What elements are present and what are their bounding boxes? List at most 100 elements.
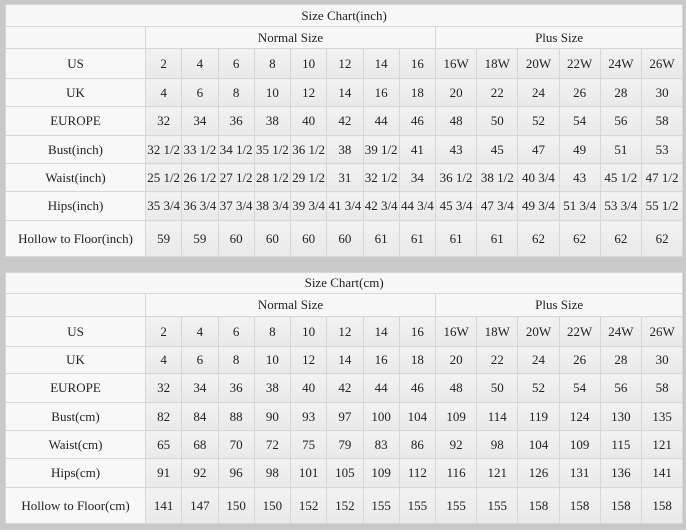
size-value-cell: 116 [434,458,478,488]
size-value-cell: 16 [398,316,437,347]
size-value-cell: 70 [217,430,255,459]
size-value-cell: 119 [517,402,560,431]
size-value-cell: 28 [599,346,642,374]
size-value-cell: 152 [326,487,364,524]
size-value-cell: 26W [640,48,684,79]
blank-cell [5,293,146,317]
row-label: US [5,316,146,347]
size-value-cell: 47 1/2 [640,163,684,192]
size-value-cell: 126 [517,458,560,488]
size-value-cell: 131 [558,458,601,488]
size-value-cell: 59 [181,220,219,257]
size-value-cell: 45 1/2 [599,163,642,192]
size-value-cell: 30 [640,78,684,107]
size-value-cell: 92 [434,430,478,459]
table-row: Hips(inch) 35 3/4 36 3/4 37 3/4 38 3/4 39 3/4… [5,191,684,221]
size-value-cell: 48 [434,106,478,136]
size-value-cell: 130 [599,402,642,431]
row-label: US [5,48,146,79]
size-value-cell: 12 [326,316,364,347]
size-value-cell: 58 [640,106,684,136]
size-value-cell: 14 [326,346,364,374]
size-value-cell: 124 [558,402,601,431]
size-value-cell: 10 [289,48,328,79]
table-row: Hollow to Floor(inch) 59 59 60 60 60 60 61 61 61 6… [5,220,684,257]
size-value-cell: 51 3/4 [558,191,601,221]
size-value-cell: 14 [362,316,400,347]
size-value-cell: 141 [144,487,183,524]
row-label: UK [5,346,146,374]
size-value-cell: 98 [476,430,519,459]
size-value-cell: 27 1/2 [217,163,255,192]
size-value-cell: 22 [476,346,519,374]
size-value-cell: 45 3/4 [434,191,478,221]
plus-size-header: Plus Size [434,293,684,317]
size-value-cell: 44 3/4 [398,191,437,221]
size-value-cell: 18W [476,316,519,347]
size-value-cell: 30 [640,346,684,374]
row-label: Hollow to Floor(cm) [5,487,146,524]
size-value-cell: 35 3/4 [144,191,183,221]
size-value-cell: 46 [398,106,437,136]
size-value-cell: 6 [181,346,219,374]
size-value-cell: 10 [253,346,292,374]
size-value-cell: 6 [181,78,219,107]
size-value-cell: 54 [558,106,601,136]
size-value-cell: 22W [558,316,601,347]
row-label: UK [5,78,146,107]
size-value-cell: 50 [476,373,519,403]
size-value-cell: 58 [640,373,684,403]
group-header-row: Normal Size Plus Size [5,26,684,49]
size-value-cell: 51 [599,135,642,164]
size-value-cell: 155 [434,487,478,524]
size-value-cell: 36 [217,106,255,136]
size-value-cell: 33 1/2 [181,135,219,164]
table-row: UK 4 6 8 10 12 14 16 18 20 22 24 26 28 30 [5,346,684,374]
table-row: US 2 4 6 8 10 12 14 16 16W 18W 20W 22W 24W 26W [5,316,684,347]
table-row: Bust(cm) 82 84 88 90 93 97 100 104 109 114 119 124 13… [5,402,684,431]
size-value-cell: 36 1/2 [434,163,478,192]
size-value-cell: 44 [362,373,400,403]
size-value-cell: 62 [558,220,601,257]
size-value-cell: 16 [398,48,437,79]
size-value-cell: 38 [326,135,364,164]
row-label: Hips(inch) [5,191,146,221]
size-value-cell: 114 [476,402,519,431]
size-value-cell: 24W [599,48,642,79]
size-value-cell: 12 [289,78,328,107]
row-label: Waist(cm) [5,430,146,459]
size-value-cell: 62 [517,220,560,257]
size-value-cell: 65 [144,430,183,459]
size-value-cell: 38 1/2 [476,163,519,192]
size-value-cell: 82 [144,402,183,431]
size-value-cell: 39 3/4 [289,191,328,221]
size-value-cell: 36 3/4 [181,191,219,221]
size-value-cell: 155 [362,487,400,524]
size-value-cell: 8 [217,78,255,107]
plus-size-header: Plus Size [434,26,684,49]
size-value-cell: 20 [434,346,478,374]
size-value-cell: 6 [217,316,255,347]
size-value-cell: 40 3/4 [517,163,560,192]
size-value-cell: 79 [326,430,364,459]
size-value-cell: 32 1/2 [144,135,183,164]
size-value-cell: 38 3/4 [253,191,292,221]
size-value-cell: 91 [144,458,183,488]
size-value-cell: 10 [253,78,292,107]
size-value-cell: 36 1/2 [289,135,328,164]
table-row: EUROPE 32 34 36 38 40 42 44 46 48 50 52 54 56 58 [5,373,684,403]
size-value-cell: 20W [517,48,560,79]
size-value-cell: 26W [640,316,684,347]
size-value-cell: 109 [434,402,478,431]
size-value-cell: 115 [599,430,642,459]
size-value-cell: 26 1/2 [181,163,219,192]
size-value-cell: 38 [253,106,292,136]
size-value-cell: 158 [558,487,601,524]
size-value-cell: 42 [326,373,364,403]
size-value-cell: 31 [326,163,364,192]
size-value-cell: 18 [398,78,437,107]
table-row: EUROPE 32 34 36 38 40 42 44 46 48 50 52 54 56 58 [5,106,684,136]
size-value-cell: 10 [289,316,328,347]
size-value-cell: 34 [398,163,437,192]
size-value-cell: 61 [362,220,400,257]
